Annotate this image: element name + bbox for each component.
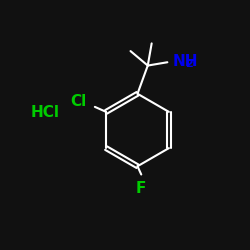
Text: HCl: HCl	[30, 105, 60, 120]
Text: F: F	[136, 181, 146, 196]
Text: 2: 2	[186, 59, 193, 69]
Text: Cl: Cl	[70, 94, 86, 110]
Text: NH: NH	[172, 54, 198, 68]
